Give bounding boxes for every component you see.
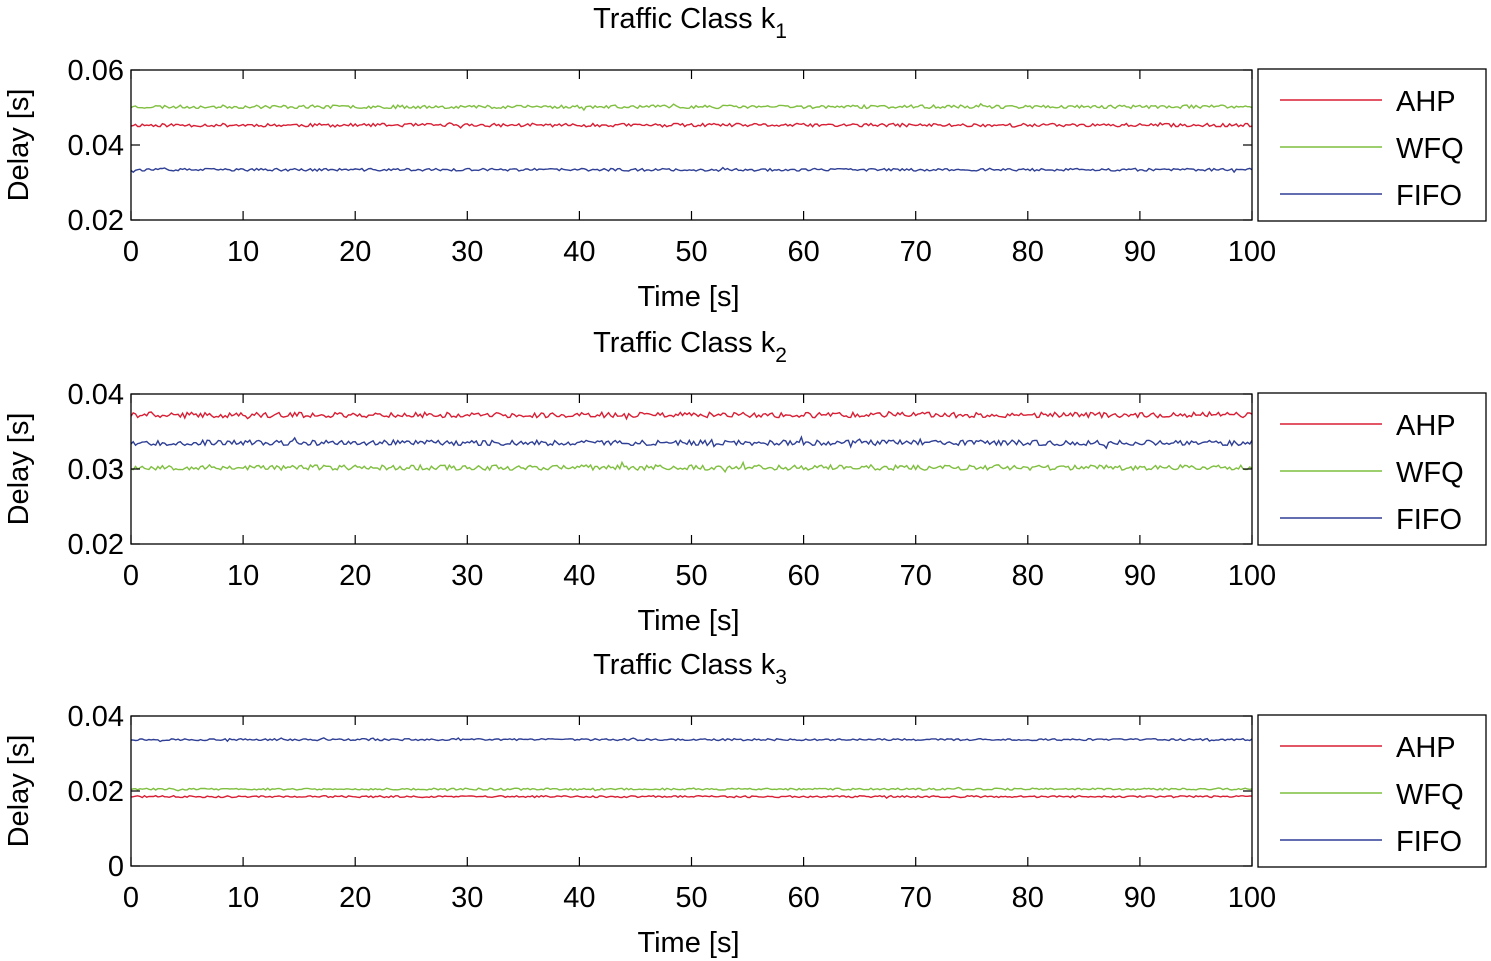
y-axis-label: Delay [s]: [3, 413, 35, 526]
y-tick-label: 0.04: [68, 379, 124, 411]
legend-box: [1257, 68, 1487, 222]
series-line-wfq: [131, 786, 1252, 792]
x-tick-label: 40: [563, 236, 595, 268]
x-tick-label: 10: [227, 236, 259, 268]
x-tick-label: 100: [1228, 560, 1276, 592]
axes-box: [130, 715, 1253, 867]
x-tick-label: 30: [451, 560, 483, 592]
legend-box: [1257, 392, 1487, 546]
y-tick-label: 0.02: [68, 205, 124, 237]
x-tick-label: 20: [339, 560, 371, 592]
x-tick-label: 90: [1124, 560, 1156, 592]
subplot-2: Traffic Class k20 10 20 30 40 50 60 70 80 90 1000.…: [3, 327, 1487, 637]
legend-label-ahp: AHP: [1396, 732, 1456, 764]
y-tick-label: 0.02: [68, 529, 124, 561]
x-tick-label: 0: [123, 882, 139, 914]
series-line-fifo: [131, 435, 1252, 450]
y-tick-label: 0: [108, 851, 124, 883]
x-tick-label: 10: [227, 882, 259, 914]
y-tick-label: 0.06: [68, 55, 124, 87]
series-line-ahp: [131, 410, 1252, 421]
legend: AHP WFQ FIFO: [1257, 392, 1487, 546]
plot-title-subscript: 1: [775, 20, 787, 43]
x-tick-label: 70: [900, 882, 932, 914]
plot-title: Traffic Class k3: [593, 649, 787, 689]
legend-label-ahp: AHP: [1396, 86, 1456, 118]
x-tick-label: 90: [1124, 882, 1156, 914]
y-tick-label: 0.04: [68, 130, 124, 162]
x-tick-label: 20: [339, 236, 371, 268]
x-tick-label: 80: [1012, 882, 1044, 914]
series-line-wfq: [131, 102, 1252, 112]
legend-label-wfq: WFQ: [1396, 457, 1464, 489]
x-tick-label: 50: [675, 882, 707, 914]
x-tick-label: 60: [787, 560, 819, 592]
x-axis-label: Time [s]: [637, 281, 739, 313]
x-tick-label: 20: [339, 882, 371, 914]
x-axis-label: Time [s]: [637, 927, 739, 959]
x-tick-label: 50: [675, 560, 707, 592]
legend-label-wfq: WFQ: [1396, 779, 1464, 811]
series-line-ahp: [131, 794, 1252, 800]
y-tick-label: 0.02: [68, 776, 124, 808]
plot-title-subscript: 2: [775, 344, 787, 367]
x-tick-label: 50: [675, 236, 707, 268]
x-tick-label: 40: [563, 560, 595, 592]
legend-label-wfq: WFQ: [1396, 133, 1464, 165]
legend-label-fifo: FIFO: [1396, 180, 1462, 212]
x-tick-label: 90: [1124, 236, 1156, 268]
x-tick-label: 30: [451, 882, 483, 914]
axes-box: [130, 69, 1253, 221]
legend-label-fifo: FIFO: [1396, 504, 1462, 536]
x-tick-label: 0: [123, 236, 139, 268]
x-tick-label: 60: [787, 882, 819, 914]
x-axis-label: Time [s]: [637, 605, 739, 637]
plot-title: Traffic Class k1: [593, 3, 787, 43]
legend-label-ahp: AHP: [1396, 410, 1456, 442]
x-tick-label: 60: [787, 236, 819, 268]
x-tick-label: 100: [1228, 882, 1276, 914]
y-axis-label: Delay [s]: [3, 735, 35, 848]
x-tick-label: 100: [1228, 236, 1276, 268]
legend-label-fifo: FIFO: [1396, 826, 1462, 858]
plot-title-subscript: 3: [775, 666, 787, 689]
x-tick-label: 30: [451, 236, 483, 268]
series-line-fifo: [131, 166, 1252, 174]
series-line-ahp: [131, 121, 1252, 129]
plot-title: Traffic Class k2: [593, 327, 787, 367]
y-axis-label: Delay [s]: [3, 89, 35, 202]
x-tick-label: 10: [227, 560, 259, 592]
plot-title-text: Traffic Class k: [593, 3, 776, 35]
plot-title-text: Traffic Class k: [593, 649, 776, 681]
x-tick-label: 70: [900, 560, 932, 592]
subplot-1: Traffic Class k10 10 20 30 40 50 60 70 80 90 1000.…: [3, 3, 1487, 313]
x-tick-label: 70: [900, 236, 932, 268]
legend-box: [1257, 714, 1487, 868]
x-tick-label: 0: [123, 560, 139, 592]
legend: AHP WFQ FIFO: [1257, 714, 1487, 868]
y-tick-label: 0.04: [68, 701, 124, 733]
y-tick-label: 0.03: [68, 454, 124, 486]
x-tick-label: 80: [1012, 236, 1044, 268]
series-line-fifo: [131, 737, 1252, 743]
subplot-3: Traffic Class k30 10 20 30 40 50 60 70 80 90 10000…: [3, 649, 1487, 959]
x-tick-label: 80: [1012, 560, 1044, 592]
x-tick-label: 40: [563, 882, 595, 914]
plot-title-text: Traffic Class k: [593, 327, 776, 359]
legend: AHP WFQ FIFO: [1257, 68, 1487, 222]
series-line-wfq: [131, 460, 1252, 474]
